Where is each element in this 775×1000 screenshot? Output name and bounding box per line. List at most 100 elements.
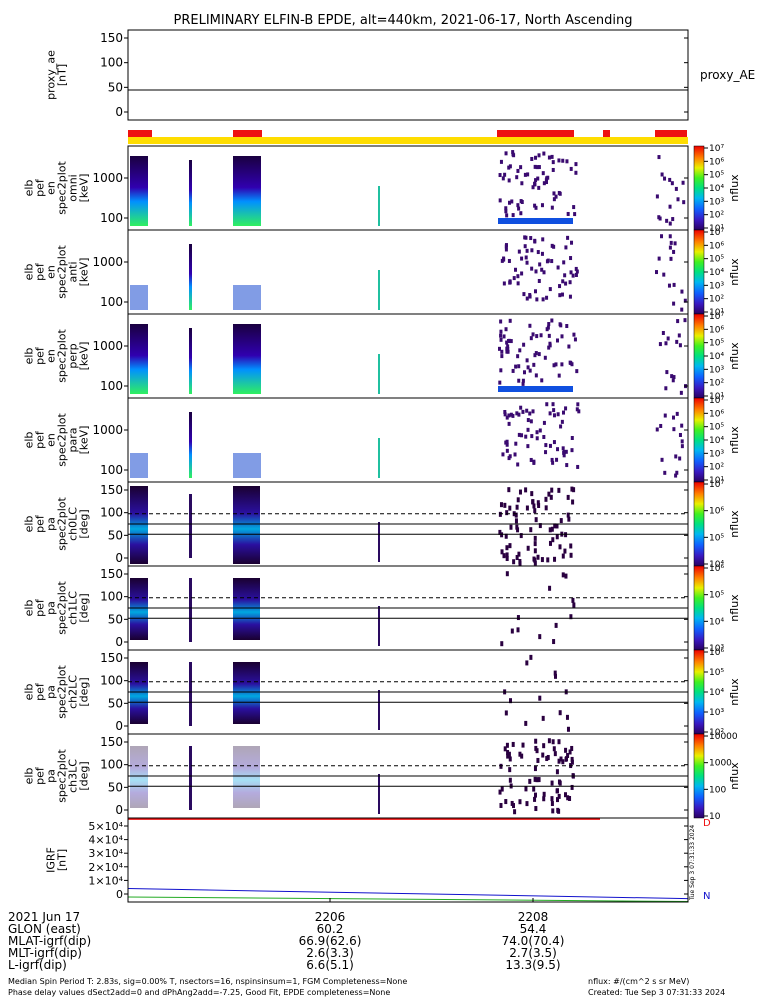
y-axis-label: elb [23, 180, 36, 197]
pitch-angle-pixel [506, 753, 510, 759]
spectrogram-pixel [674, 473, 678, 478]
spectrogram-pixel [669, 256, 673, 261]
pitch-angle-pixel [565, 714, 569, 720]
spectrogram-pixel [532, 362, 536, 367]
pitch-angle-pixel [544, 496, 548, 502]
panel-frame [127, 817, 689, 903]
spectrogram-pixel [514, 364, 518, 369]
pitch-angle-pixel [566, 752, 570, 758]
spectrogram-pixel [672, 301, 676, 306]
y-axis-label: pef [34, 598, 47, 617]
spectrogram-pixel [665, 370, 669, 375]
spectrogram-pixel [503, 409, 507, 414]
spectrogram-pixel [577, 409, 581, 414]
pitch-angle-pixel [559, 756, 563, 762]
y-axis-label: [keV] [78, 342, 91, 371]
pitch-angle-pixel [529, 654, 533, 660]
spectrogram-pixel [572, 332, 576, 337]
colorbar: 10⁷ 10⁶ 10⁵ 10⁴ 10³ 10² 10¹ nflux [693, 396, 741, 486]
spectrogram-pixel [571, 273, 575, 278]
spectrogram-stripe [189, 244, 192, 310]
spectrogram-pixel [570, 448, 574, 453]
spectrogram-pixel [558, 293, 562, 298]
colorbar-tick-label: 10¹ [709, 476, 724, 486]
colorbar-tick-label: 10⁷ [709, 396, 724, 406]
footer-row-value: 2.6(3.3) [306, 946, 354, 960]
pitch-angle-pixel [564, 573, 568, 579]
spectrogram-pixel [548, 343, 552, 348]
panel-frame [127, 397, 689, 483]
colorbar-tick-label: 10⁵ [709, 423, 724, 433]
panel-frame [127, 29, 689, 121]
y-axis-label: pef [34, 682, 47, 701]
spectrogram-pixel [520, 433, 524, 438]
spectrogram-pixel [564, 281, 568, 286]
spectrogram-pixel [508, 454, 512, 459]
spectrogram-pixel [550, 154, 554, 159]
spectrogram-pixel [556, 265, 560, 270]
spectrogram-pixel [534, 269, 538, 274]
pitch-angle-pixel [555, 769, 559, 775]
pitch-angle-pixel [548, 527, 552, 533]
spectrogram-pixel [516, 462, 520, 467]
spectrogram-pixel [519, 211, 523, 216]
spectrogram-pixel [680, 307, 684, 312]
spectrogram-pixel [680, 289, 684, 294]
pitch-angle-stripe [189, 746, 192, 810]
spectrogram-pixel [534, 155, 538, 160]
pitch-angle-pixel [552, 746, 556, 752]
pitch-angle-pixel [550, 801, 554, 807]
pitch-angle-pixel [538, 523, 542, 529]
pitch-angle-pixel [513, 809, 517, 815]
y-tick-label: 100 [100, 56, 123, 70]
spectrogram-pixel [660, 234, 664, 239]
pitch-angle-pixel [509, 524, 513, 530]
y-axis-label: ch1LC [67, 591, 80, 625]
y-axis-label: spec2plot [56, 581, 69, 635]
colorbar-strip [693, 649, 705, 735]
pitch-angle-pixel [535, 777, 539, 783]
y-axis-label: elb [23, 348, 36, 365]
footer-row-value: 2208 [518, 910, 549, 924]
pitch-angle-pixel [499, 502, 503, 508]
spectrogram-pixel [569, 270, 573, 275]
spectrogram-pixel [541, 237, 545, 242]
spectrogram-stripe [378, 270, 380, 310]
spectrogram-pixel [557, 158, 561, 163]
colorbar-tick-label: 10² [709, 728, 724, 738]
spectrogram-pixel [505, 349, 509, 354]
colorbar-tick-label: 10⁶ [709, 507, 724, 517]
pitch-angle-pixel [534, 745, 538, 751]
pitch-angle-pixel [542, 791, 546, 797]
pitch-angle-pixel [505, 552, 509, 558]
spectrogram-pixel [548, 443, 552, 448]
pitch-angle-pixel [553, 523, 557, 529]
pitch-angle-stripe [378, 522, 380, 562]
colorbar-tick-label: 10⁴ [709, 184, 724, 194]
spectrogram-pixel [548, 411, 552, 416]
pitch-angle-pixel [568, 796, 572, 802]
y-axis-label: para [67, 428, 80, 453]
spectrogram-pixel [655, 194, 659, 199]
spectrogram-pixel [532, 460, 536, 465]
y-axis-label: spec2plot [56, 665, 69, 719]
pitch-angle-pixel [508, 777, 512, 783]
y-tick-label: 50 [108, 696, 123, 710]
spectrogram-pixel [501, 176, 505, 181]
spectrogram-pixel [502, 281, 506, 286]
pitch-angle-pixel [551, 808, 555, 814]
pitch-angle-pixel [564, 792, 568, 798]
spectrogram-pixel [531, 185, 535, 190]
spectrogram-pixel [524, 235, 528, 240]
pitch-angle-pixel [559, 518, 563, 524]
pitch-angle-pixel [537, 502, 541, 508]
colorbar-strip [693, 397, 705, 483]
y-axis-label: spec2plot [56, 245, 69, 299]
colorbar-tick-label: 10² [709, 295, 724, 305]
pitch-angle-pixel [515, 504, 519, 510]
spectrogram-pixel [530, 266, 534, 271]
spectrogram-pixel [576, 402, 580, 407]
spectrogram-pixel [557, 373, 561, 378]
pitch-angle-pixel [517, 551, 521, 557]
spectrogram-pixel [671, 217, 675, 222]
